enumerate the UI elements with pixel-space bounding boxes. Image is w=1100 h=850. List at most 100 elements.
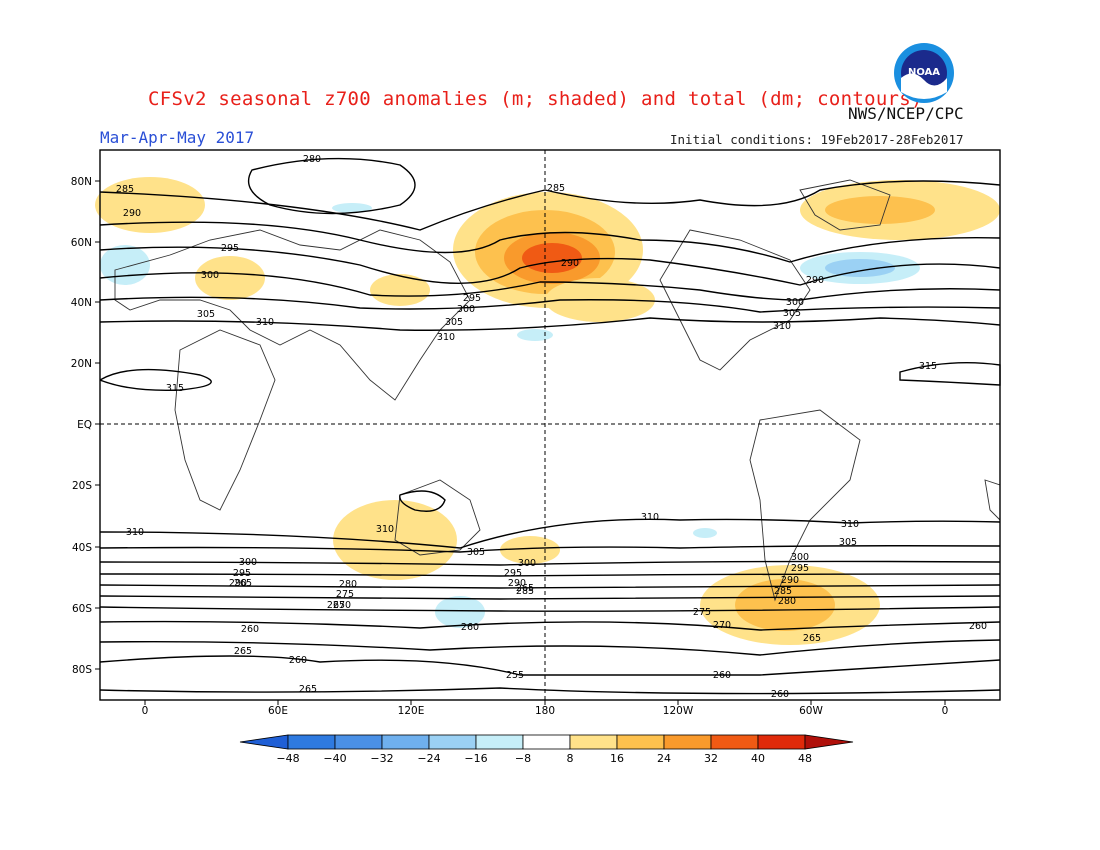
colorbar-segment <box>710 734 759 750</box>
initial-conditions: Initial conditions: 19Feb2017-28Feb2017 <box>670 132 964 147</box>
colorbar-segment <box>334 734 383 750</box>
colorbar-segment <box>616 734 665 750</box>
colorbar-label: 40 <box>751 752 765 765</box>
lat-label: 60N <box>71 237 92 249</box>
contour-label: 265 <box>234 578 252 589</box>
contour-label: 260 <box>713 670 731 681</box>
colorbar-segment <box>475 734 524 750</box>
contour-label: 265 <box>803 633 821 644</box>
contour-label: 300 <box>786 297 804 308</box>
lat-label: 20S <box>72 480 92 492</box>
noaa-logo-icon: NOAA <box>894 43 954 103</box>
colorbar-label: 24 <box>657 752 671 765</box>
colorbar-segment <box>569 734 618 750</box>
contour-label: 260 <box>461 622 479 633</box>
contour-label: 305 <box>783 308 801 319</box>
contour-label: 280 <box>303 154 321 165</box>
contour-label: 260 <box>771 689 789 700</box>
contour-label: 305 <box>445 317 463 328</box>
contour-label: 310 <box>437 332 455 343</box>
contour-label: 295 <box>221 243 239 254</box>
contour-label: 285 <box>116 184 134 195</box>
contour-label: 290 <box>806 275 824 286</box>
contour-label: 295 <box>463 293 481 304</box>
contour-label: 280 <box>339 579 357 590</box>
agency-label: NWS/NCEP/CPC <box>848 104 964 123</box>
colorbar-segment <box>522 734 571 750</box>
contour-label: 260 <box>289 655 307 666</box>
contour-label: 305 <box>197 309 215 320</box>
contour-label: 285 <box>516 586 534 597</box>
contour-label: 310 <box>256 317 274 328</box>
contour-label: 305 <box>839 537 857 548</box>
contour-label: 310 <box>641 512 659 523</box>
lat-label: 40N <box>71 297 92 309</box>
contour-labels-south: 310 310 310 310 305 305 300 300 300 295 … <box>126 512 987 700</box>
contour-label: 315 <box>919 361 937 372</box>
colorbar-label: −48 <box>276 752 299 765</box>
contour-label: 285 <box>774 586 792 597</box>
colorbar-segment <box>757 734 806 750</box>
contour-label: 280 <box>778 596 796 607</box>
contour-label: 300 <box>791 552 809 563</box>
contour-label: 310 <box>126 527 144 538</box>
coastlines <box>114 179 1001 602</box>
contour-label: 290 <box>561 258 579 269</box>
contour-label: 260 <box>241 624 259 635</box>
contour-label: 295 <box>504 568 522 579</box>
contour-label: 310 <box>773 321 791 332</box>
contour-label: 275 <box>693 607 711 618</box>
colorbar-label: −16 <box>464 752 487 765</box>
contour-label: 285 <box>547 183 565 194</box>
lon-label: 60E <box>268 705 288 717</box>
contour-label: 290 <box>781 575 799 586</box>
lat-label: 80S <box>72 664 92 676</box>
contour-label: 310 <box>376 524 394 535</box>
svg-text:NOAA: NOAA <box>908 67 940 78</box>
colorbar-label: −32 <box>370 752 393 765</box>
colorbar-label: 48 <box>798 752 812 765</box>
contour-label: 305 <box>467 547 485 558</box>
colorbar-label: 32 <box>704 752 718 765</box>
forecast-period: Mar-Apr-May 2017 <box>100 128 255 147</box>
lat-label: 60S <box>72 603 92 615</box>
colorbar-segment <box>287 734 336 750</box>
contour-label: 300 <box>457 304 475 315</box>
contour-label: 295 <box>233 568 251 579</box>
contour-label: 270 <box>333 600 351 611</box>
colorbar <box>239 734 854 750</box>
contour-label: 290 <box>123 208 141 219</box>
contour-label: 290 <box>229 578 247 589</box>
axis-ticks <box>95 180 946 705</box>
longitude-labels: 0 60E 120E 180 120W 60W 0 <box>142 705 949 717</box>
lon-label: 0 <box>142 705 149 717</box>
contour-label: 290 <box>508 578 526 589</box>
contour-labels-north: 280 285 285 290 290 290 295 295 300 300 … <box>116 154 937 394</box>
contour-label: 300 <box>518 558 536 569</box>
contour-label: 270 <box>713 620 731 631</box>
map-title: CFSv2 seasonal z700 anomalies (m; shaded… <box>148 88 923 110</box>
contour-label: 265 <box>327 600 345 611</box>
colorbar-labels: −48 −40 −32 −24 −16 −8 8 16 24 32 40 48 <box>276 752 812 765</box>
contour-label: 295 <box>791 563 809 574</box>
contour-label: 315 <box>166 383 184 394</box>
lat-label: EQ <box>77 419 92 431</box>
colorbar-segment <box>663 734 712 750</box>
contour-label: 255 <box>506 670 524 681</box>
contour-label: 275 <box>336 589 354 600</box>
contour-label: 265 <box>234 646 252 657</box>
height-contours <box>99 157 1001 695</box>
lon-label: 0 <box>942 705 949 717</box>
lon-label: 120W <box>663 705 694 717</box>
colorbar-arrow-left <box>239 734 289 750</box>
colorbar-arrow-right <box>804 734 854 750</box>
colorbar-segment <box>428 734 477 750</box>
colorbar-label: 8 <box>567 752 574 765</box>
lat-label: 40S <box>72 542 92 554</box>
lat-label: 80N <box>71 176 92 188</box>
lon-label: 180 <box>535 705 555 717</box>
colorbar-label: −40 <box>323 752 346 765</box>
lon-label: 60W <box>799 705 823 717</box>
contour-label: 300 <box>201 270 219 281</box>
contour-label: 265 <box>299 684 317 695</box>
